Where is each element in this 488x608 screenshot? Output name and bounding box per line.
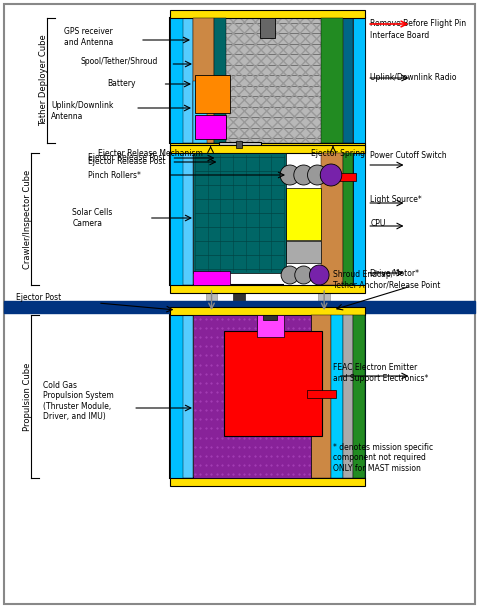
Bar [170,18,365,143]
Bar [352,153,365,285]
Bar [342,18,352,143]
Text: Ejector Release Post: Ejector Release Post [88,153,165,162]
Bar [318,293,329,308]
Bar [352,315,365,478]
Bar [352,315,365,478]
Bar [263,315,277,320]
Text: Light Source*: Light Source* [369,196,421,204]
Bar [342,153,352,285]
Text: CPU: CPU [369,218,385,227]
Bar [321,173,355,181]
Circle shape [280,165,299,185]
Bar [170,315,365,478]
Bar [311,315,330,478]
Text: FEAC Electron Emitter
and Support Electronics*: FEAC Electron Emitter and Support Electr… [332,364,427,382]
Text: Uplink/Downlink
Antenna: Uplink/Downlink Antenna [51,102,113,121]
Bar [170,18,183,143]
Bar [170,307,365,315]
Bar [170,478,365,486]
Text: Cold Gas
Propulsion System
(Thruster Module,
Driver, and IMU): Cold Gas Propulsion System (Thruster Mod… [43,381,114,421]
Bar [170,315,183,478]
Circle shape [281,266,298,284]
Bar [183,18,193,143]
Bar [227,166,252,174]
Bar [342,315,352,478]
Bar [170,153,365,285]
Bar [224,331,322,436]
Circle shape [293,165,313,185]
Bar [321,18,342,143]
Bar [259,18,275,38]
Bar [352,315,365,478]
Bar [193,18,214,143]
Bar [284,153,342,285]
Text: Remove Before Flight Pin: Remove Before Flight Pin [369,19,466,29]
Text: Power Cutoff Switch: Power Cutoff Switch [369,151,446,161]
Text: Crawler/Inspector Cube: Crawler/Inspector Cube [23,170,32,269]
Bar [236,141,242,148]
Text: Drive Motor*: Drive Motor* [369,269,418,277]
Bar [233,293,244,308]
Bar [193,81,206,143]
Bar [214,18,226,143]
Bar [4,301,474,313]
Text: Propulsion Cube: Propulsion Cube [23,362,32,430]
Bar [285,188,321,240]
Text: Ejector Spring: Ejector Spring [311,148,365,157]
Text: Ejector Release Mechanism: Ejector Release Mechanism [98,148,203,157]
Bar [352,153,365,285]
Bar [256,315,284,337]
Text: Shroud Endcap/
Tether Anchor/Release Point: Shroud Endcap/ Tether Anchor/Release Poi… [332,271,440,289]
Text: GPS receiver
and Antenna: GPS receiver and Antenna [63,27,113,47]
Bar [306,390,335,398]
Bar [193,153,285,273]
Bar [195,115,226,139]
Circle shape [320,164,341,186]
Text: Ejector Post: Ejector Post [16,294,61,303]
Bar [183,315,193,478]
Text: Uplink/Downlink Radio: Uplink/Downlink Radio [369,74,456,83]
Bar [285,241,321,263]
Bar [352,18,365,143]
Bar [170,143,365,151]
Circle shape [309,265,328,285]
Text: * denotes mission specific
component not required
ONLY for MAST mission: * denotes mission specific component not… [332,443,432,473]
Text: Battery: Battery [107,80,136,89]
Text: Ejector Release Post: Ejector Release Post [88,157,165,167]
Text: Spool/Tether/Shroud: Spool/Tether/Shroud [80,57,157,66]
Bar [205,293,217,308]
Bar [233,143,244,218]
Bar [193,271,230,285]
Bar [170,145,365,153]
Bar [170,10,365,18]
Bar [170,153,183,285]
Bar [219,142,260,170]
Text: Tether Deployer Cube: Tether Deployer Cube [39,35,47,126]
Bar [193,18,342,143]
Bar [193,315,311,478]
Text: Interface Board: Interface Board [369,30,428,40]
Text: Solar Cells
Camera: Solar Cells Camera [72,209,113,228]
Bar [330,315,342,478]
Bar [195,75,230,113]
Bar [170,285,365,293]
Circle shape [307,165,326,185]
Bar [321,153,342,285]
Circle shape [294,266,312,284]
Text: Pinch Rollers*: Pinch Rollers* [88,171,141,181]
Bar [183,153,193,285]
Bar [193,18,342,143]
